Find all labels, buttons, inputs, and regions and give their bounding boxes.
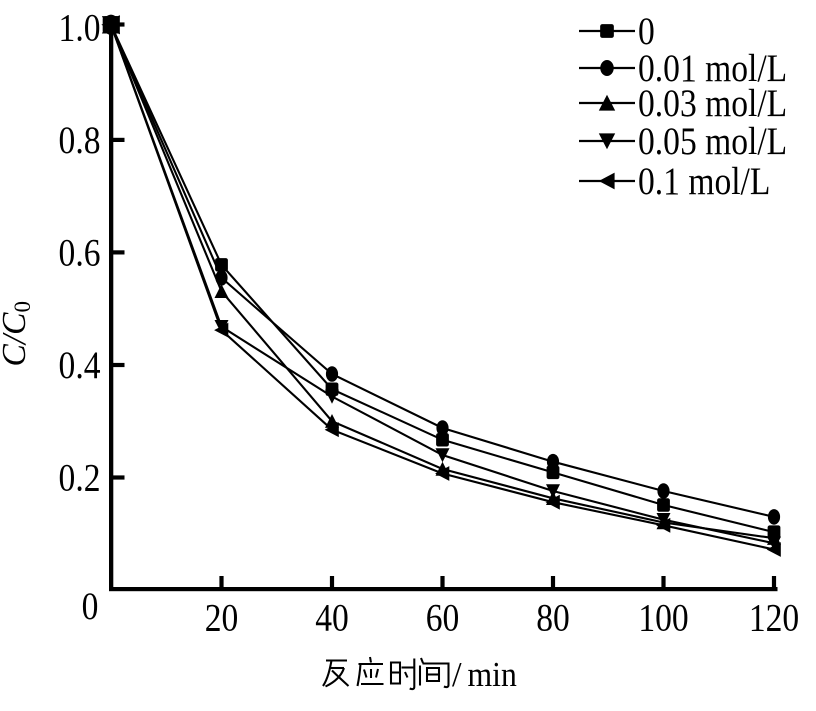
svg-text:0: 0 bbox=[82, 583, 99, 627]
svg-text:60: 60 bbox=[426, 595, 460, 639]
svg-text:0.05 mol/L: 0.05 mol/L bbox=[638, 118, 787, 162]
svg-text:0.1 mol/L: 0.1 mol/L bbox=[638, 158, 770, 202]
svg-text:1.0: 1.0 bbox=[59, 5, 101, 49]
svg-text:0: 0 bbox=[638, 8, 655, 52]
svg-text:20: 20 bbox=[205, 595, 239, 639]
svg-text:0.03 mol/L: 0.03 mol/L bbox=[638, 80, 787, 124]
svg-text:/: / bbox=[452, 656, 462, 694]
svg-text:40: 40 bbox=[315, 595, 349, 639]
svg-text:100: 100 bbox=[638, 595, 688, 639]
svg-text:120: 120 bbox=[749, 595, 799, 639]
svg-text:0.6: 0.6 bbox=[59, 230, 101, 274]
svg-text:min: min bbox=[468, 656, 518, 695]
svg-text:0.01 mol/L: 0.01 mol/L bbox=[638, 45, 787, 89]
svg-text:0.8: 0.8 bbox=[59, 117, 101, 161]
svg-text:0.2: 0.2 bbox=[59, 455, 101, 499]
svg-text:80: 80 bbox=[536, 595, 570, 639]
svg-text:0.4: 0.4 bbox=[59, 342, 101, 386]
